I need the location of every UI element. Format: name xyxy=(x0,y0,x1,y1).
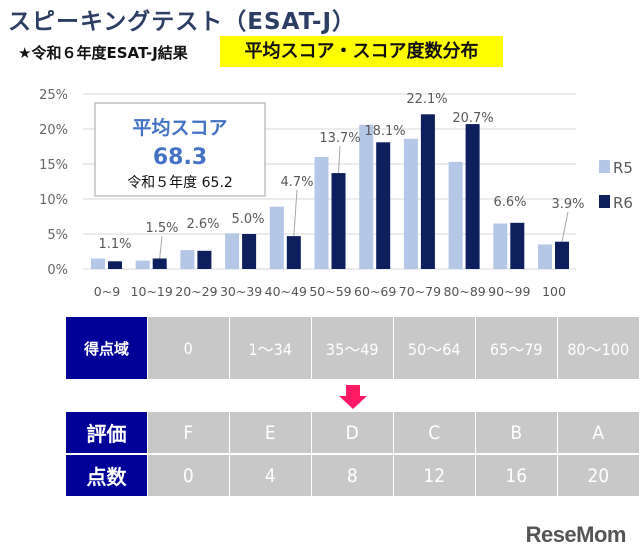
data-label: 5.0% xyxy=(231,212,264,227)
bar-r5 xyxy=(225,233,240,269)
legend-swatch xyxy=(599,195,610,208)
x-tick-label: 20~29 xyxy=(175,284,217,299)
data-label: 13.7% xyxy=(319,131,360,146)
leader-line xyxy=(159,235,163,259)
x-tick-label: 0~9 xyxy=(94,284,120,299)
bar-r6 xyxy=(376,142,391,269)
resemom-logo: ReseMom xyxy=(525,522,627,547)
score-range-cell: 50～64 xyxy=(394,317,475,379)
bar-r5 xyxy=(180,250,195,269)
average-value: 68.3 xyxy=(153,145,207,170)
data-label: 1.5% xyxy=(145,221,178,236)
highlight-heading: 平均スコア・スコア度数分布 xyxy=(220,36,503,67)
score-range-cell: 0 xyxy=(148,317,229,379)
data-label: 18.1% xyxy=(364,124,405,139)
leader-line xyxy=(338,145,341,174)
average-label: 平均スコア xyxy=(132,116,227,139)
y-tick-label: 20% xyxy=(39,123,68,138)
y-tick-label: 25% xyxy=(39,88,68,103)
points-cell: 20 xyxy=(558,455,639,496)
points-cell: 4 xyxy=(230,455,311,496)
bar-r6 xyxy=(510,222,525,269)
x-tick-label: 60~69 xyxy=(354,284,396,299)
bar-r5 xyxy=(314,157,329,269)
bar-r5 xyxy=(538,244,552,269)
y-tick-label: 5% xyxy=(47,228,68,243)
bar-r5 xyxy=(91,258,105,269)
bar-r6 xyxy=(286,236,301,269)
bar-r6 xyxy=(555,241,569,269)
score-range-header: 得点域 xyxy=(66,317,147,379)
points-cell: 12 xyxy=(394,455,475,496)
subtitle: ★令和６年度ESAT-J結果 xyxy=(18,44,188,62)
x-tick-label: 40~49 xyxy=(265,284,307,299)
x-tick-label: 90~99 xyxy=(488,284,530,299)
score-range-cell: 1～34 xyxy=(230,317,311,379)
x-tick-label: 100 xyxy=(542,284,566,299)
bar-r5 xyxy=(403,138,418,269)
bar-r6 xyxy=(197,250,212,269)
bar-r5 xyxy=(269,206,284,269)
grade-cell: C xyxy=(394,412,475,453)
x-tick-label: 70~79 xyxy=(399,284,441,299)
leader-line xyxy=(293,189,298,237)
previous-average: 令和５年度 65.2 xyxy=(127,175,233,191)
grade-header: 評価 xyxy=(66,412,147,453)
x-tick-label: 80~89 xyxy=(443,284,485,299)
bar-r6 xyxy=(242,234,257,269)
points-cell: 16 xyxy=(476,455,557,496)
y-tick-label: 10% xyxy=(39,193,68,208)
page-title: スピーキングテスト（ESAT-J） xyxy=(8,9,357,35)
down-arrow-icon xyxy=(339,385,367,409)
score-range-cell: 80～100 xyxy=(558,317,639,379)
grade-cell: F xyxy=(148,412,229,453)
data-label: 2.6% xyxy=(186,217,219,232)
x-tick-label: 30~39 xyxy=(220,284,262,299)
average-score-box xyxy=(94,102,266,197)
score-range-cell: 65～79 xyxy=(476,317,557,379)
data-label: 3.9% xyxy=(551,197,584,212)
y-tick-label: 15% xyxy=(39,158,68,173)
bar-r6 xyxy=(331,173,346,269)
bar-r6 xyxy=(420,114,435,269)
data-label: 20.7% xyxy=(452,111,493,126)
x-tick-label: 50~59 xyxy=(309,284,351,299)
grade-cell: B xyxy=(476,412,557,453)
points-cell: 8 xyxy=(312,455,393,496)
bar-r6 xyxy=(465,124,480,269)
points-header: 点数 xyxy=(66,455,147,496)
legend-label: R5 xyxy=(613,159,633,177)
x-tick-label: 10~19 xyxy=(131,284,173,299)
score-distribution-chart: 0%5%10%15%20%25%0~9 10~19 20~29 30~39 40~49 5… xyxy=(39,88,633,299)
points-cell: 0 xyxy=(148,455,229,496)
grade-cell: E xyxy=(230,412,311,453)
bar-r5 xyxy=(135,260,150,269)
bar-r6 xyxy=(108,261,122,269)
grade-cell: A xyxy=(558,412,639,453)
leader-line xyxy=(561,211,569,242)
score-range-cell: 35～49 xyxy=(312,317,393,379)
legend-label: R6 xyxy=(613,194,633,212)
y-tick-label: 0% xyxy=(47,263,68,278)
bar-r5 xyxy=(359,124,374,269)
bar-r6 xyxy=(152,258,167,269)
data-label: 4.7% xyxy=(280,175,313,190)
data-label: 6.6% xyxy=(493,195,526,210)
legend-swatch xyxy=(599,160,610,173)
grade-cell: D xyxy=(312,412,393,453)
bar-r5 xyxy=(448,161,463,269)
bar-r5 xyxy=(493,223,508,269)
data-label: 22.1% xyxy=(406,92,447,107)
data-label: 1.1% xyxy=(98,237,131,252)
